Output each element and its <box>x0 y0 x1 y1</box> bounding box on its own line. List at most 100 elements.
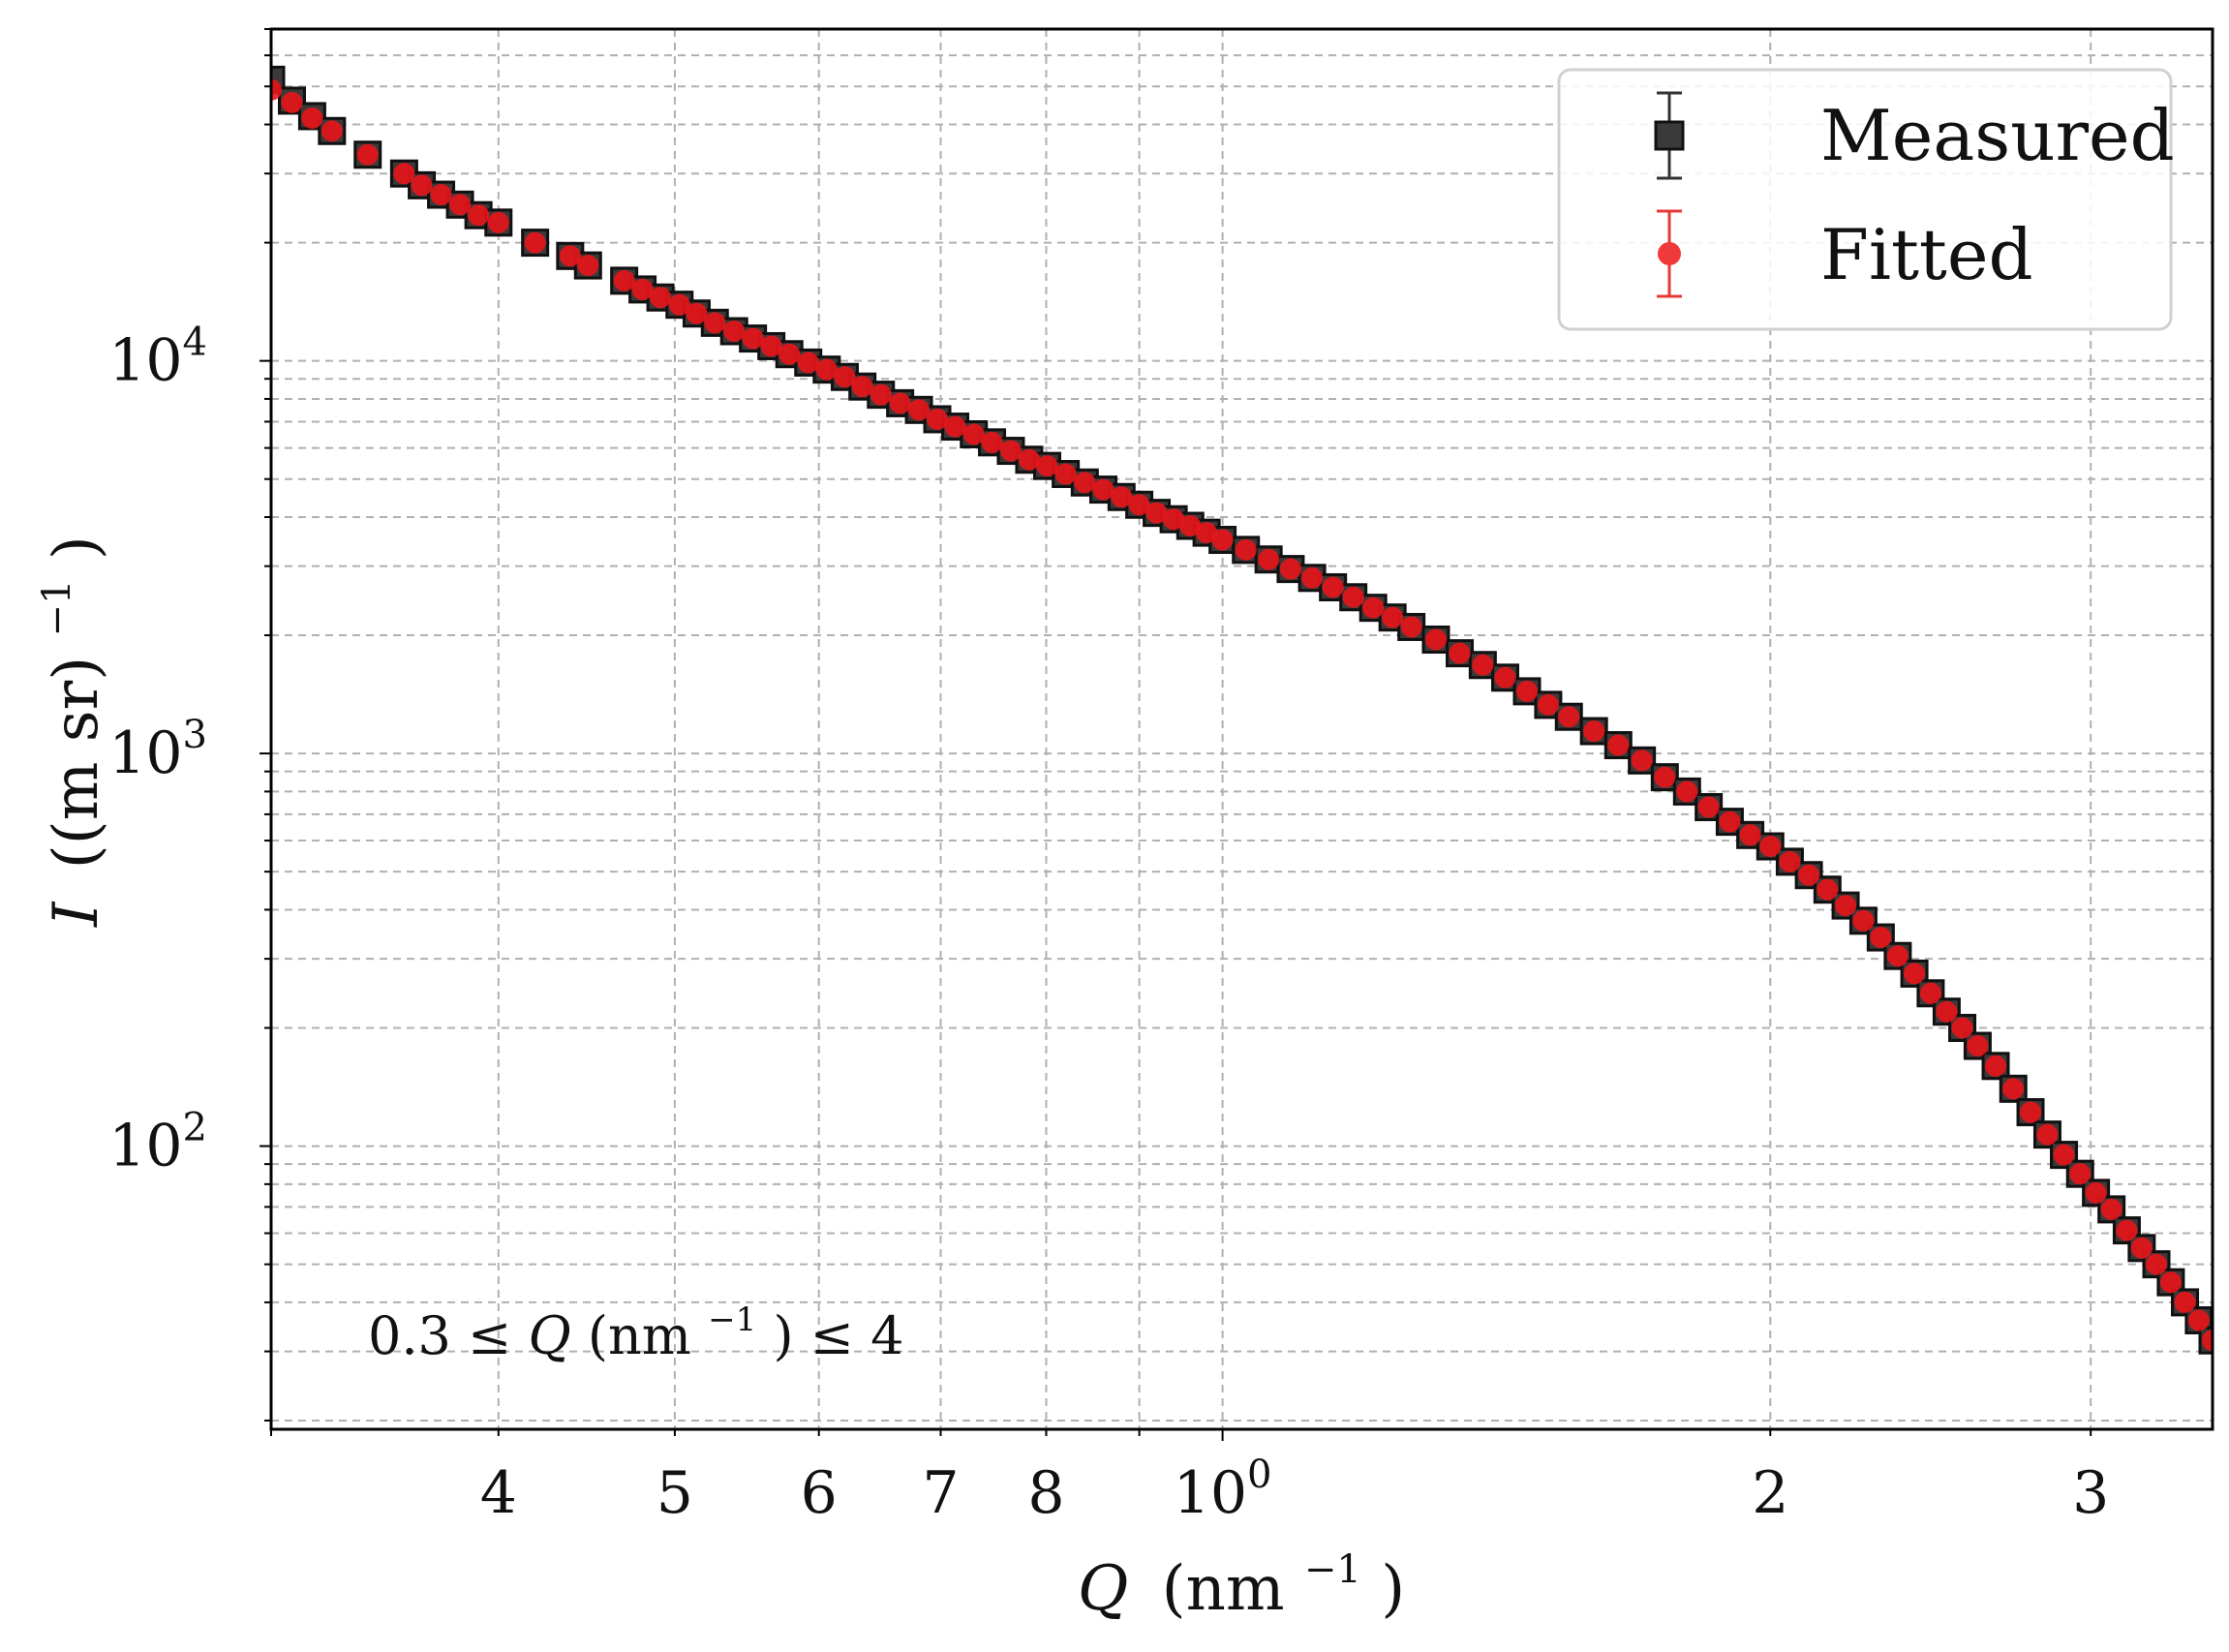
fitted-point <box>487 211 509 233</box>
x-axis-unit: (nm <box>1162 1553 1285 1625</box>
q-range-annotation: 0.3 ≤ Q (nm −1 ) ≤ 4 <box>368 1282 903 1366</box>
fitted-point <box>430 184 452 206</box>
fitted-point <box>650 287 672 309</box>
fitted-point <box>926 408 948 430</box>
fitted-point <box>1904 963 1926 985</box>
fitted-point <box>1919 982 1941 1004</box>
fitted-point <box>2130 1237 2153 1259</box>
y-tick-label-exp: 3 <box>183 713 207 757</box>
fitted-point <box>889 392 911 414</box>
fitted-point <box>908 399 931 421</box>
fitted-point <box>1424 628 1447 651</box>
fitted-point <box>742 327 764 350</box>
y-axis-unit-close: ) <box>41 535 112 560</box>
annotation-var: Q <box>528 1305 570 1366</box>
fitted-point <box>1301 566 1324 589</box>
fitted-point <box>2159 1271 2182 1294</box>
fitted-point <box>1537 693 1559 716</box>
fitted-point <box>449 194 472 216</box>
legend-label-measured: Measured <box>1820 95 2175 176</box>
legend-label-fitted: Fitted <box>1820 214 2033 295</box>
legend-entry-fitted: Fitted <box>1657 209 2033 298</box>
fitted-point <box>1607 734 1630 756</box>
fitted-point <box>2187 1309 2210 1331</box>
y-axis-var: I <box>41 901 112 928</box>
fitted-point <box>2002 1078 2025 1100</box>
data-marks <box>271 65 2213 1355</box>
fitted-point <box>613 269 635 291</box>
fitted-point <box>1852 909 1875 932</box>
fitted-point <box>631 278 654 300</box>
fitted-point <box>870 383 892 406</box>
y-tick-label: 102 <box>108 1106 207 1180</box>
fitted-point <box>1719 811 1741 833</box>
x-tick-label: 3 <box>2072 1459 2109 1527</box>
y-tick-label-base: 10 <box>108 719 182 787</box>
y-tick-label: 103 <box>108 713 207 787</box>
fitted-point <box>2116 1219 2138 1241</box>
annotation-exp: −1 <box>708 1300 756 1339</box>
fitted-point <box>704 312 726 334</box>
fitted-point <box>1654 766 1676 788</box>
fitted-point <box>962 423 985 445</box>
fitted-point <box>1583 720 1605 743</box>
fitted-point <box>1054 463 1077 485</box>
legend-marker-square <box>1654 120 1685 151</box>
y-axis-unit-exp: −1 <box>35 580 79 637</box>
fitted-point <box>1759 836 1782 858</box>
fitted-point <box>834 366 856 388</box>
y-tick-label: 104 <box>108 321 207 395</box>
fitted-point <box>1779 850 1801 872</box>
fitted-point <box>779 343 801 365</box>
fitted-point <box>1558 706 1580 728</box>
fitted-point <box>1400 616 1422 638</box>
fitted-point <box>944 415 966 438</box>
fitted-point <box>321 120 343 142</box>
fitted-point <box>1382 606 1404 628</box>
fitted-point <box>2020 1101 2042 1123</box>
fitted-point <box>1676 780 1698 803</box>
fitted-point <box>1798 864 1820 886</box>
x-tick-label: 8 <box>1027 1459 1064 1527</box>
annotation-prefix: 0.3 ≤ <box>368 1305 528 1366</box>
fitted-point <box>559 245 581 267</box>
x-axis-unit-exp: −1 <box>1304 1547 1361 1592</box>
fitted-point <box>1870 927 1892 949</box>
x-axis-var: Q <box>1078 1553 1128 1625</box>
fitted-point <box>760 335 782 357</box>
fitted-point <box>1697 796 1720 818</box>
fitted-point <box>1179 515 1202 537</box>
fitted-point <box>1967 1035 1989 1057</box>
fitted-point <box>411 174 433 197</box>
fitted-point <box>2036 1123 2059 1146</box>
y-tick-label-base: 10 <box>108 327 182 395</box>
legend-marker-circle <box>1658 242 1681 265</box>
y-tick-label-base: 10 <box>108 1113 182 1180</box>
fitted-point <box>1322 576 1344 598</box>
fitted-point <box>1163 508 1185 531</box>
legend-entry-measured: Measured <box>1654 91 2175 180</box>
fitted-point <box>1631 750 1653 772</box>
fitted-point <box>2053 1144 2075 1166</box>
y-axis-unit: ((m sr) <box>41 657 112 869</box>
x-axis-unit-close: ) <box>1381 1553 1405 1625</box>
fitted-point <box>981 431 1003 453</box>
fitted-point <box>524 231 546 254</box>
fitted-point <box>797 352 819 374</box>
fitted-point <box>1985 1055 2007 1077</box>
fitted-point <box>1362 597 1385 619</box>
fitted-point <box>1036 455 1058 477</box>
fitted-point <box>815 358 838 381</box>
fitted-point <box>1128 494 1150 516</box>
fitted-point <box>1886 945 1908 967</box>
annotation-suffix: ) ≤ 4 <box>773 1305 903 1366</box>
annotation-unit: (nm <box>588 1305 691 1366</box>
fitted-point <box>281 91 303 113</box>
fitted-point <box>2100 1198 2122 1220</box>
fitted-point <box>1258 548 1280 570</box>
fitted-point <box>851 376 873 398</box>
fitted-point <box>1739 824 1761 846</box>
legend: Measured Fitted <box>1557 68 2175 331</box>
fitted-point <box>356 143 379 166</box>
